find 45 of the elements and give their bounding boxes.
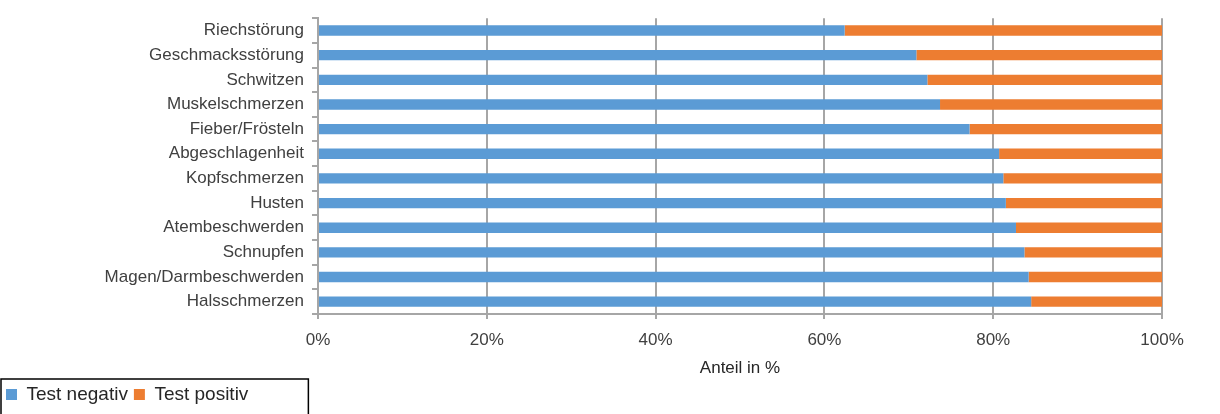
legend-label: Test positiv — [154, 382, 249, 404]
y-tick-label: Schnupfen — [222, 242, 304, 262]
bar — [844, 25, 1162, 36]
bar — [999, 148, 1162, 159]
bar — [319, 222, 1016, 233]
y-tick-label: Fieber/Frösteln — [189, 118, 304, 138]
y-tick-label: Husten — [250, 192, 304, 212]
bar — [927, 74, 1162, 85]
y-tick-label: Geschmacksstörung — [149, 44, 304, 64]
bar — [969, 123, 1162, 135]
bar — [319, 74, 928, 85]
bar — [1024, 247, 1162, 258]
y-tick-label: Riechstörung — [203, 20, 304, 40]
bar — [319, 50, 917, 61]
legend-label: Test negativ — [26, 382, 129, 404]
bar — [319, 173, 1004, 184]
bar — [319, 123, 970, 135]
x-tick-label: 100% — [1140, 329, 1184, 349]
bar — [1005, 197, 1162, 209]
x-tick-label: 20% — [469, 329, 504, 349]
bar — [1031, 296, 1162, 307]
x-tick-label: 0% — [305, 329, 331, 349]
bar — [319, 271, 1029, 283]
bar — [319, 296, 1032, 307]
bar — [1003, 173, 1162, 184]
y-tick-label: Atembeschwerden — [163, 217, 304, 237]
y-tick-label: Halsschmerzen — [186, 291, 304, 311]
x-tick-label: 80% — [976, 329, 1011, 349]
bar — [319, 148, 1000, 159]
bar — [1028, 271, 1162, 283]
bar — [319, 247, 1025, 258]
y-tick-label: Kopfschmerzen — [185, 168, 304, 188]
x-tick-label: 40% — [638, 329, 673, 349]
bar — [916, 50, 1162, 61]
bar — [1015, 222, 1162, 233]
bar — [940, 99, 1162, 110]
x-axis-title: Anteil in % — [699, 358, 781, 378]
bar — [319, 99, 941, 110]
bar — [319, 25, 845, 36]
bar — [319, 197, 1006, 209]
x-tick-label: 60% — [807, 329, 842, 349]
y-tick-label: Schwitzen — [226, 69, 304, 89]
y-tick-label: Magen/Darmbeschwerden — [104, 266, 304, 286]
y-tick-label: Abgeschlagenheit — [168, 143, 305, 163]
y-tick-label: Muskelschmerzen — [167, 94, 304, 114]
